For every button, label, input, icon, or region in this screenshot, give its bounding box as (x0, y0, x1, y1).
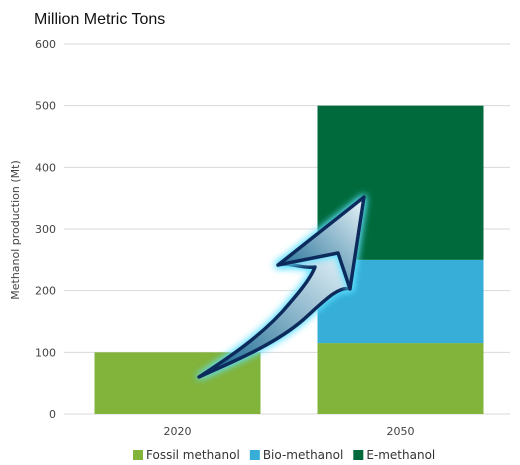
growth-arrow-head (276, 195, 366, 291)
y-axis-tick-labels: 0 100 200 300 400 500 600 (35, 38, 56, 421)
x-tick-label-2020: 2020 (164, 425, 192, 438)
legend-item-bio-methanol: Bio-methanol (249, 448, 343, 462)
y-tick-label: 300 (35, 223, 56, 236)
legend-label: Fossil methanol (146, 448, 240, 462)
legend-label: E-methanol (366, 448, 435, 462)
bar-2050-fossil-methanol (317, 343, 484, 414)
y-tick-label: 400 (35, 161, 56, 174)
growth-arrow (197, 251, 352, 379)
bars (94, 105, 484, 414)
y-tick-label: 600 (35, 38, 56, 51)
y-tick-label: 200 (35, 285, 56, 298)
x-tick-label-2050: 2050 (387, 425, 415, 438)
legend-label: Bio-methanol (263, 448, 343, 462)
chart-title: Million Metric Tons (34, 11, 165, 28)
y-axis-title: Methanol production (Mt) (9, 160, 22, 300)
legend: Fossil methanol Bio-methanol E-methanol (133, 448, 435, 462)
legend-swatch (133, 450, 143, 460)
legend-swatch (249, 450, 260, 460)
y-tick-label: 100 (35, 346, 56, 359)
legend-swatch (353, 450, 364, 460)
x-axis-tick-labels: 2020 2050 (164, 425, 415, 438)
y-tick-label: 0 (49, 408, 56, 421)
legend-item-e-methanol: E-methanol (353, 448, 435, 462)
legend-item-fossil-methanol: Fossil methanol (133, 448, 240, 462)
y-tick-label: 500 (35, 100, 56, 113)
